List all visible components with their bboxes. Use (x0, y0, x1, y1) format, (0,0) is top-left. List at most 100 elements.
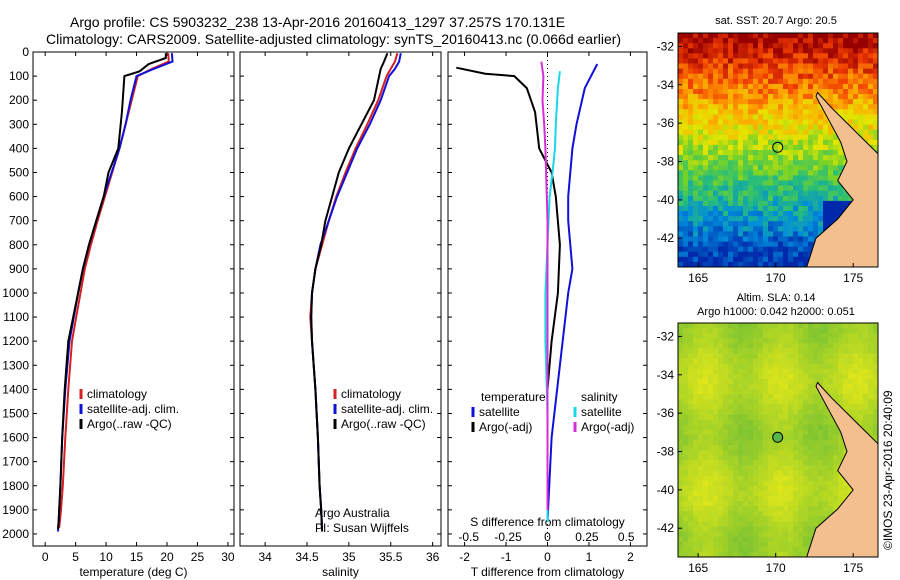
map-cell (783, 521, 789, 527)
map-cell (748, 501, 754, 507)
map-cell (773, 83, 779, 90)
map-cell (748, 531, 754, 538)
map-cell (708, 109, 714, 115)
map-cell (843, 43, 849, 49)
map-cell (828, 358, 834, 365)
y-tick-label: 1700 (2, 455, 29, 469)
map-cell (803, 129, 809, 136)
map-cell (703, 150, 709, 156)
map-cell (753, 134, 759, 141)
map-cell (693, 246, 699, 253)
panel-frame (239, 51, 442, 547)
map-cell (723, 33, 729, 39)
map-cell (778, 521, 784, 527)
map-cell (723, 38, 729, 44)
map-cell (723, 155, 729, 161)
map-cell (778, 155, 784, 161)
map-cell (763, 470, 769, 476)
map-cell (793, 63, 799, 69)
map-cell (713, 338, 719, 344)
map-cell (768, 251, 774, 258)
map-cell (688, 394, 694, 400)
map-cell (793, 485, 799, 492)
map-cell (778, 144, 784, 151)
map-cell (698, 531, 704, 538)
map-cell (733, 384, 739, 390)
map-cell (778, 501, 784, 507)
top-axis-label: S difference from climatology (470, 515, 625, 529)
map-cell (683, 150, 689, 156)
map-cell (693, 48, 699, 54)
map-cell (788, 429, 794, 436)
map-cell (868, 419, 874, 426)
map-cell (723, 440, 729, 446)
map-cell (808, 246, 814, 253)
map-cell (718, 200, 724, 207)
map-cell (798, 241, 804, 248)
map-cell (728, 58, 734, 64)
map-cell (863, 338, 869, 344)
map-cell (683, 323, 689, 329)
map-cell (778, 551, 784, 558)
map-cell (803, 470, 809, 476)
map-cell (783, 470, 789, 476)
map-cell (798, 261, 804, 268)
map-cell (863, 99, 869, 105)
map-cell (743, 246, 749, 253)
map-cell (733, 119, 739, 125)
map-cell (678, 480, 684, 487)
map-cell (688, 384, 694, 390)
map-cell (753, 536, 759, 543)
map-cell (738, 373, 744, 380)
map-cell (708, 251, 714, 258)
map-cell (808, 129, 814, 136)
map-cell (773, 175, 779, 181)
map-cell (823, 338, 829, 344)
map-cell (818, 429, 824, 436)
map-cell (838, 58, 844, 64)
map-cell (853, 404, 859, 410)
map-cell (823, 445, 829, 451)
map-cell (768, 526, 774, 532)
map-cell (853, 414, 859, 421)
map-cell (763, 165, 769, 171)
map-cell (773, 333, 779, 339)
map-cell (758, 129, 764, 136)
map-cell (803, 368, 809, 375)
map-cell (843, 389, 849, 395)
map-cell (698, 404, 704, 410)
map-cell (853, 53, 859, 59)
map-cell (763, 429, 769, 436)
map-cell (698, 470, 704, 476)
map-cell (678, 231, 684, 237)
map-cell (703, 211, 709, 217)
map-cell (763, 216, 769, 222)
map-cell (793, 363, 799, 370)
map-cell (838, 190, 844, 197)
x-tick-label: 34.5 (295, 550, 319, 564)
map-cell (678, 389, 684, 395)
map-cell (743, 58, 749, 64)
map-cell (823, 211, 829, 217)
map-cell (678, 485, 684, 492)
map-cell (783, 373, 789, 380)
map-cell (733, 419, 739, 426)
map-cell (743, 389, 749, 395)
map-cell (758, 536, 764, 543)
map-cell (788, 114, 794, 120)
map-cell (858, 373, 864, 380)
map-cell (778, 160, 784, 166)
map-cell (688, 139, 694, 146)
map-cell (773, 256, 779, 263)
map-cell (693, 409, 699, 415)
map-cell (723, 485, 729, 492)
map-cell (693, 231, 699, 237)
map-cell (688, 175, 694, 181)
map-cell (798, 404, 804, 410)
map-cell (783, 501, 789, 507)
map-cell (803, 165, 809, 171)
map-cell (798, 409, 804, 415)
map-cell (713, 328, 719, 334)
map-cell (698, 68, 704, 75)
